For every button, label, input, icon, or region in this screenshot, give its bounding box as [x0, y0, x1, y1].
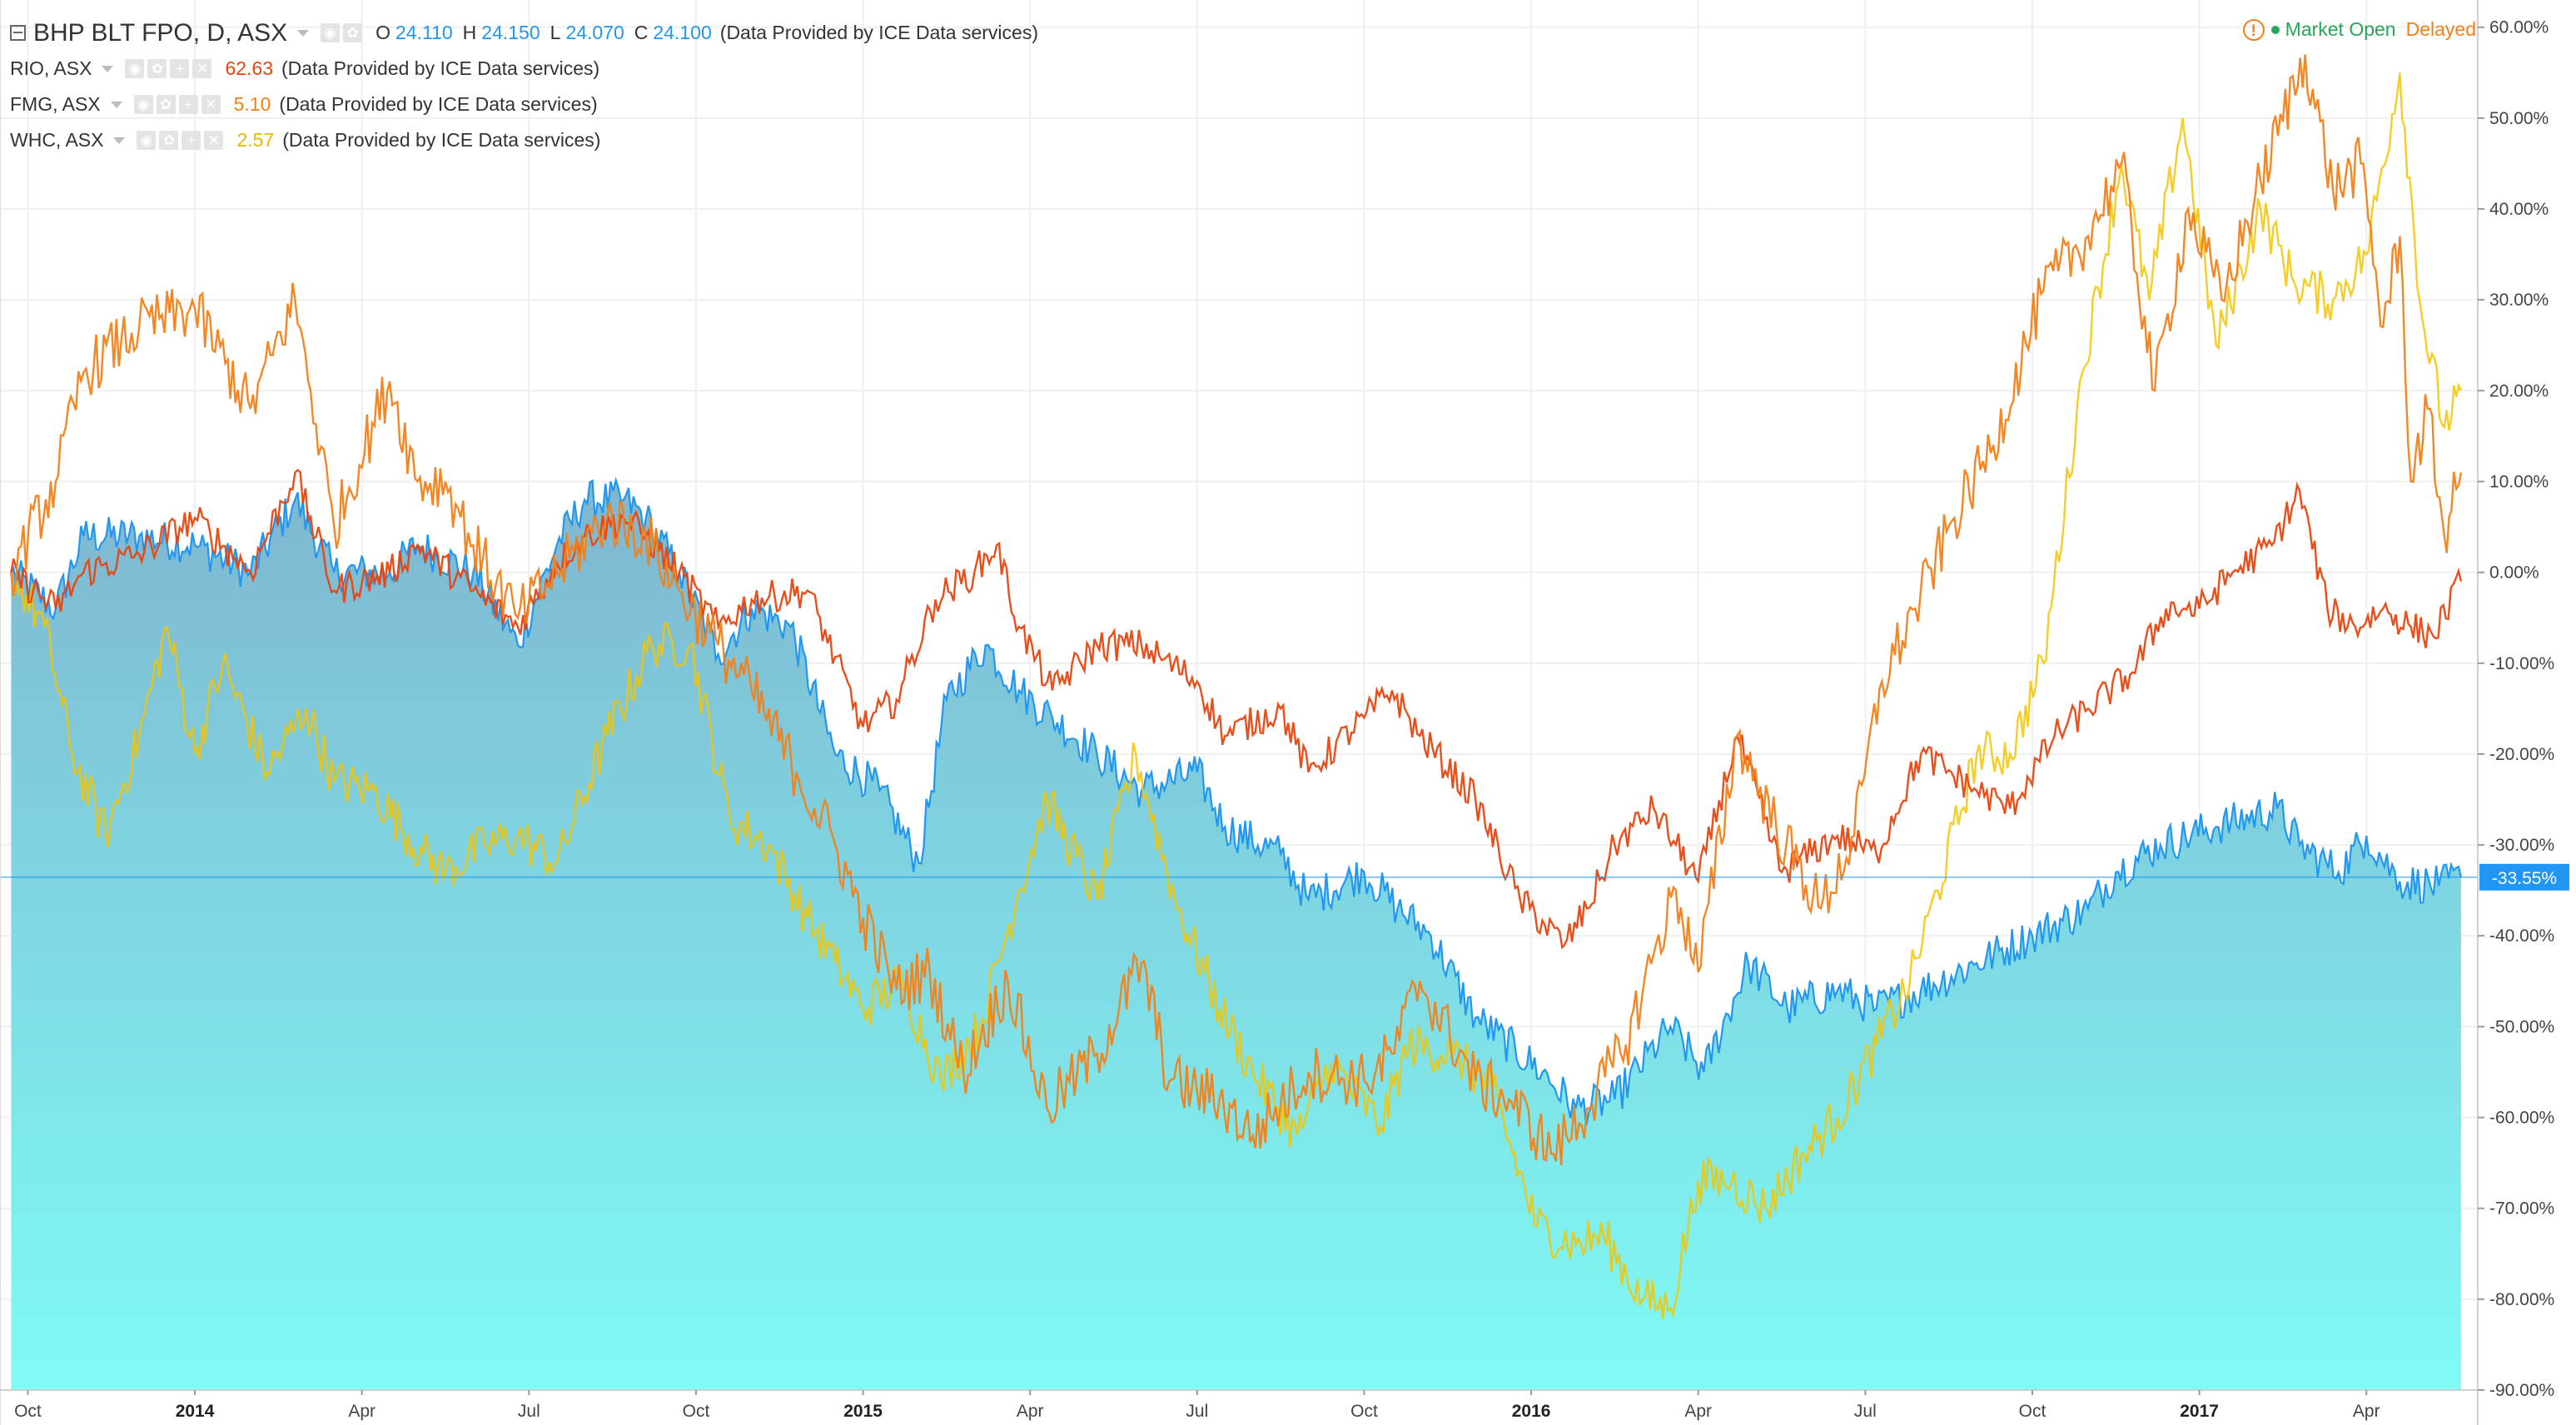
- y-tick-label: -90.00%: [2489, 1381, 2554, 1400]
- compare-value: 5.10: [233, 93, 271, 115]
- low-value: 24.070: [565, 22, 624, 43]
- collapse-legend-icon[interactable]: [10, 25, 26, 41]
- y-tick-label: -70.00%: [2489, 1199, 2554, 1219]
- gear-icon[interactable]: ✿: [147, 59, 167, 78]
- x-tick-label: 2016: [1512, 1402, 1551, 1421]
- main-symbol[interactable]: BHP BLT FPO, D, ASX: [33, 18, 288, 47]
- y-tick-label: 0.00%: [2489, 564, 2539, 583]
- x-tick-label: Apr: [348, 1402, 375, 1421]
- x-tick-label: 2014: [176, 1402, 215, 1421]
- open-label: O: [375, 22, 391, 43]
- plus-icon[interactable]: +: [170, 59, 190, 78]
- x-tick-label: Apr: [1017, 1402, 1044, 1421]
- market-open-label: Market Open: [2285, 18, 2396, 40]
- y-tick-label: 10.00%: [2489, 472, 2549, 491]
- compare-symbol[interactable]: RIO, ASX: [10, 57, 92, 79]
- compare-symbol[interactable]: FMG, ASX: [10, 93, 101, 115]
- data-provider-note: (Data Provided by ICE Data services): [282, 129, 601, 151]
- compare-value: 2.57: [236, 129, 275, 151]
- chevron-down-icon[interactable]: [102, 65, 114, 72]
- eye-icon[interactable]: ◉: [321, 23, 341, 42]
- compare-value: 62.63: [225, 57, 273, 79]
- close-label: C: [634, 22, 649, 43]
- data-provider-note: (Data Provided by ICE Data services): [281, 57, 600, 79]
- low-label: L: [550, 22, 561, 43]
- x-tick-label: Oct: [1350, 1402, 1378, 1421]
- gear-icon[interactable]: ✿: [343, 23, 363, 42]
- gear-icon[interactable]: ✿: [159, 131, 179, 150]
- x-tick-label: Apr: [1684, 1402, 1712, 1421]
- main-series-legend: BHP BLT FPO, D, ASX ◉ ✿ O 24.110 H 24.150 …: [10, 15, 1038, 51]
- x-tick-label: Jul: [518, 1402, 540, 1421]
- last-value-tag: [2479, 863, 2569, 891]
- y-tick-label: 40.00%: [2489, 200, 2549, 219]
- y-tick-label: -30.00%: [2489, 836, 2554, 855]
- x-tick-label: 2017: [2180, 1402, 2219, 1421]
- chevron-down-icon[interactable]: [110, 101, 122, 108]
- close-icon[interactable]: ✕: [192, 59, 212, 78]
- compare-legend-rio: RIO, ASX ◉ ✿ + ✕ 62.63 (Data Provided by…: [10, 51, 1038, 87]
- plus-icon[interactable]: +: [182, 131, 201, 150]
- chevron-down-icon[interactable]: [297, 29, 310, 37]
- high-label: H: [462, 22, 477, 43]
- eye-icon[interactable]: ◉: [137, 131, 157, 150]
- eye-icon[interactable]: ◉: [133, 95, 153, 114]
- y-tick-label: -20.00%: [2489, 745, 2554, 764]
- x-tick-label: Oct: [683, 1402, 710, 1421]
- gear-icon[interactable]: ✿: [156, 95, 176, 114]
- series-bhp-area: [11, 479, 2461, 1390]
- close-icon[interactable]: ✕: [204, 131, 224, 150]
- x-tick-label: Jul: [1854, 1402, 1877, 1421]
- y-tick-label: -10.00%: [2489, 654, 2554, 673]
- market-open-dot-icon: [2270, 25, 2280, 34]
- y-tick-label: 50.00%: [2489, 109, 2549, 128]
- data-provider-note: (Data Provided by ICE Data services): [719, 22, 1038, 43]
- y-tick-label: -50.00%: [2489, 1017, 2554, 1036]
- series-fmg-line[interactable]: [10, 54, 2463, 1166]
- chevron-down-icon[interactable]: [113, 137, 126, 144]
- chart-series: [10, 54, 2463, 1390]
- x-tick-label: Apr: [2353, 1402, 2380, 1421]
- last-value-label: -33.55%: [2492, 869, 2557, 888]
- y-tick-label: 60.00%: [2489, 18, 2549, 37]
- compare-symbol[interactable]: WHC, ASX: [10, 129, 104, 151]
- series-whc-line[interactable]: [10, 72, 2462, 1319]
- x-tick-label: Oct: [2019, 1402, 2046, 1421]
- eye-icon[interactable]: ◉: [125, 59, 145, 78]
- compare-legend-fmg: FMG, ASX ◉ ✿ + ✕ 5.10 (Data Provided by …: [10, 87, 1038, 122]
- y-tick-label: -80.00%: [2489, 1290, 2554, 1309]
- delayed-label: Delayed: [2405, 18, 2476, 40]
- high-value: 24.150: [481, 22, 540, 43]
- plus-icon[interactable]: +: [178, 95, 198, 114]
- x-tick-label: Oct: [14, 1402, 42, 1421]
- y-tick-label: -60.00%: [2489, 1109, 2554, 1128]
- compare-legend-whc: WHC, ASX ◉ ✿ + ✕ 2.57 (Data Provided by …: [10, 122, 1038, 158]
- close-value: 24.100: [653, 22, 712, 43]
- market-status: ! Market Open Delayed: [2242, 18, 2476, 41]
- open-value: 24.110: [395, 22, 453, 43]
- close-icon[interactable]: ✕: [201, 95, 221, 114]
- x-tick-label: Jul: [1186, 1402, 1208, 1421]
- chart-legend: BHP BLT FPO, D, ASX ◉ ✿ O 24.110 H 24.150 …: [10, 15, 1038, 158]
- exclamation-circle-icon[interactable]: !: [2242, 18, 2265, 41]
- y-tick-label: -40.00%: [2489, 926, 2554, 946]
- y-tick-label: 30.00%: [2489, 290, 2549, 310]
- x-tick-label: 2015: [843, 1402, 883, 1421]
- data-provider-note: (Data Provided by ICE Data services): [279, 93, 598, 115]
- y-tick-label: 20.00%: [2489, 381, 2549, 400]
- series-rio-line[interactable]: [10, 469, 2463, 950]
